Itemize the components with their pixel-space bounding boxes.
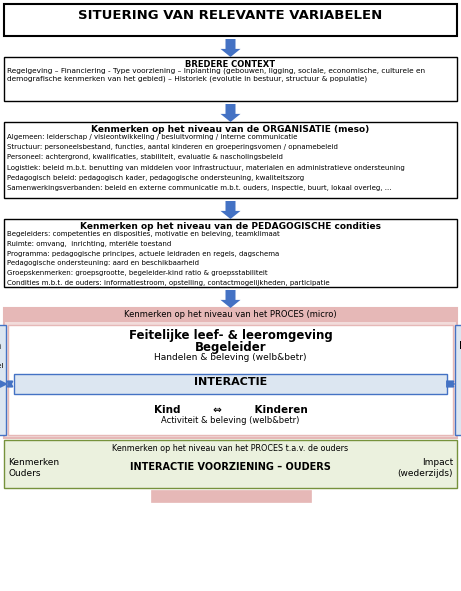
Text: Begeleiders: competenties en disposities, motivatie en beleving, teamklimaat: Begeleiders: competenties en disposities… (7, 231, 280, 237)
Bar (455, 325, 461, 435)
Text: Condities m.b.t. de ouders: informatiestroom, opstelling, contactmogelijkheden, : Condities m.b.t. de ouders: informatiest… (7, 280, 330, 286)
Bar (150, 490, 311, 502)
Text: Kenmerken op het niveau van de PEDAGOGISCHE condities: Kenmerken op het niveau van de PEDAGOGIS… (80, 222, 381, 231)
Text: INTERACTIE VOORZIENING – OUDERS: INTERACTIE VOORZIENING – OUDERS (130, 462, 331, 472)
Text: demografische kenmerken van het gebied) – Historiek (evolutie in bestuur, struct: demografische kenmerken van het gebied) … (7, 76, 367, 83)
Polygon shape (220, 104, 241, 122)
Bar (14, 374, 447, 394)
Text: Kenmerken op het niveau van het PROCES (micro): Kenmerken op het niveau van het PROCES (… (124, 310, 337, 319)
Text: Logistiek: beleid m.b.t. benutting van middelen voor infrastructuur, materialen : Logistiek: beleid m.b.t. benutting van m… (7, 165, 405, 171)
Bar (8, 325, 453, 435)
Text: BREDERE CONTEXT: BREDERE CONTEXT (185, 60, 276, 69)
Bar (4, 308, 457, 322)
Text: SITUERING VAN RELEVANTE VARIABELEN: SITUERING VAN RELEVANTE VARIABELEN (78, 9, 383, 22)
Polygon shape (220, 290, 241, 308)
Bar (0, 325, 6, 435)
Text: Kenmerken
Ouders: Kenmerken Ouders (8, 458, 59, 478)
Text: Impact
(wederzijds): Impact (wederzijds) (397, 458, 453, 478)
Polygon shape (220, 201, 241, 219)
Text: Samenwerkingsverbanden: beleid en externe communicatie m.b.t. ouders, inspectie,: Samenwerkingsverbanden: beleid en extern… (7, 185, 391, 191)
Text: Output
Kinderen: Output Kinderen (459, 329, 461, 350)
Text: Handelen & beleving (welb&betr): Handelen & beleving (welb&betr) (154, 353, 307, 362)
Text: Algemeen: leiderschap / visieontwikkeling / besluitvorming / interne communicati: Algemeen: leiderschap / visieontwikkelin… (7, 134, 297, 140)
Text: Pedagogische ondersteuning: aard en beschikbaarheid: Pedagogische ondersteuning: aard en besc… (7, 261, 199, 267)
Bar (4, 4, 457, 36)
Text: Personeel: achtergrond, kwalificaties, stabiliteit, evaluatie & nascholingsbelei: Personeel: achtergrond, kwalificaties, s… (7, 154, 283, 160)
Text: Achtergrond
&
Aanvangsprofiel: Achtergrond & Aanvangsprofiel (0, 348, 5, 369)
Text: Kenmerken op het niveau van de ORGANISATIE (meso): Kenmerken op het niveau van de ORGANISAT… (91, 125, 370, 134)
Bar (4, 57, 457, 101)
Text: Input
Kinderen: Input Kinderen (0, 329, 2, 350)
Text: Programma: pedagogische principes, actuele leidraden en regels, dagschema: Programma: pedagogische principes, actue… (7, 251, 279, 256)
Text: Begeleider: Begeleider (195, 341, 266, 354)
Text: Ruimte: omvang,  inrichting, mteriële toestand: Ruimte: omvang, inrichting, mteriële toe… (7, 241, 171, 247)
Bar (4, 122, 457, 198)
Bar (4, 219, 457, 287)
Polygon shape (220, 39, 241, 57)
Text: Feitelijke leef- & leeromgeving: Feitelijke leef- & leeromgeving (129, 329, 332, 342)
Text: Kenmerken op het niveau van het PROCES t.a.v. de ouders: Kenmerken op het niveau van het PROCES t… (112, 444, 349, 453)
Text: Groepskenmerken: groepsgrootte, begeleider-kind ratio & groepsstabiliteit: Groepskenmerken: groepsgrootte, begeleid… (7, 270, 268, 276)
Text: INTERACTIE: INTERACTIE (194, 377, 267, 387)
Text: Kind         ⇔         Kinderen: Kind ⇔ Kinderen (154, 405, 307, 415)
Bar (4, 308, 457, 438)
Text: Activiteit & beleving (welb&betr): Activiteit & beleving (welb&betr) (161, 416, 300, 425)
Text: Regelgeving – Financiering - Type voorziening – Inplanting (gebouwen, ligging, s: Regelgeving – Financiering - Type voorzi… (7, 68, 425, 74)
Text: Structuur: personeelsbestand, functies, aantal kinderen en groeperingsvomen / op: Structuur: personeelsbestand, functies, … (7, 144, 338, 150)
Text: Pedagogisch beleid: pedagogisch kader, pedagogische ondersteuning, kwaliteitszor: Pedagogisch beleid: pedagogisch kader, p… (7, 175, 304, 181)
Bar (4, 440, 457, 488)
